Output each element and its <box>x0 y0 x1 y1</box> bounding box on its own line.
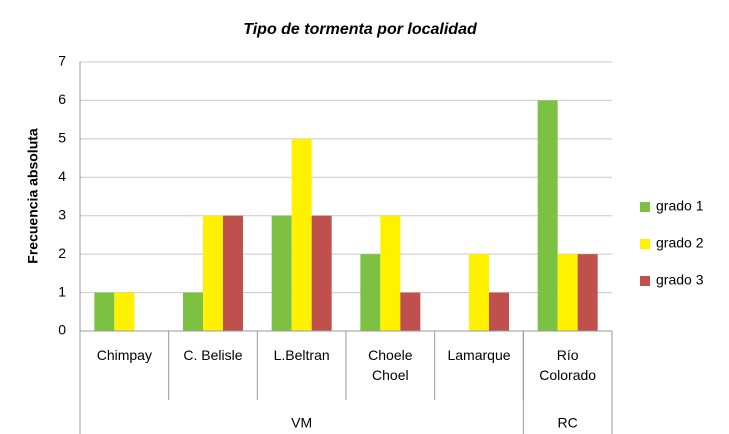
group-label: RC <box>558 415 578 431</box>
x-tick-label: Lamarque <box>447 347 511 363</box>
bar <box>311 215 332 331</box>
bar <box>291 138 312 331</box>
bar <box>183 292 203 331</box>
bar <box>223 215 243 331</box>
bar <box>469 254 489 331</box>
y-tick-label: 4 <box>58 168 66 184</box>
bar <box>400 292 421 331</box>
bar <box>489 292 509 331</box>
x-tick-label: C. Belisle <box>183 347 243 363</box>
x-tick-label: Río Colorado <box>539 347 597 383</box>
bar <box>360 254 381 331</box>
legend-swatch <box>640 239 650 249</box>
y-tick-label: 3 <box>58 206 66 222</box>
bar <box>557 254 578 331</box>
bar <box>114 292 135 331</box>
bar <box>577 254 598 331</box>
x-tick-label: Choele Choel <box>368 347 413 383</box>
bar <box>271 215 292 331</box>
bar <box>203 215 223 331</box>
legend-swatch <box>640 202 650 212</box>
legend-swatch <box>640 276 650 286</box>
bar <box>380 215 401 331</box>
y-tick-label: 0 <box>58 322 66 338</box>
bar <box>94 292 115 331</box>
bar <box>537 100 558 331</box>
legend-label: grado 1 <box>656 198 704 214</box>
group-label: VM <box>291 415 312 431</box>
x-tick-label: Chimpay <box>96 347 152 363</box>
y-tick-label: 2 <box>58 245 66 261</box>
legend-label: grado 2 <box>656 235 704 251</box>
y-tick-label: 5 <box>58 130 66 146</box>
y-tick-label: 7 <box>58 53 66 69</box>
y-tick-label: 6 <box>58 91 66 107</box>
chart-title: Tipo de tormenta por localidad <box>243 21 478 38</box>
x-tick-label: L.Beltran <box>273 347 330 363</box>
legend-label: grado 3 <box>656 272 704 288</box>
y-tick-label: 1 <box>58 283 66 299</box>
y-axis-label: Frecuencia absoluta <box>25 128 41 264</box>
